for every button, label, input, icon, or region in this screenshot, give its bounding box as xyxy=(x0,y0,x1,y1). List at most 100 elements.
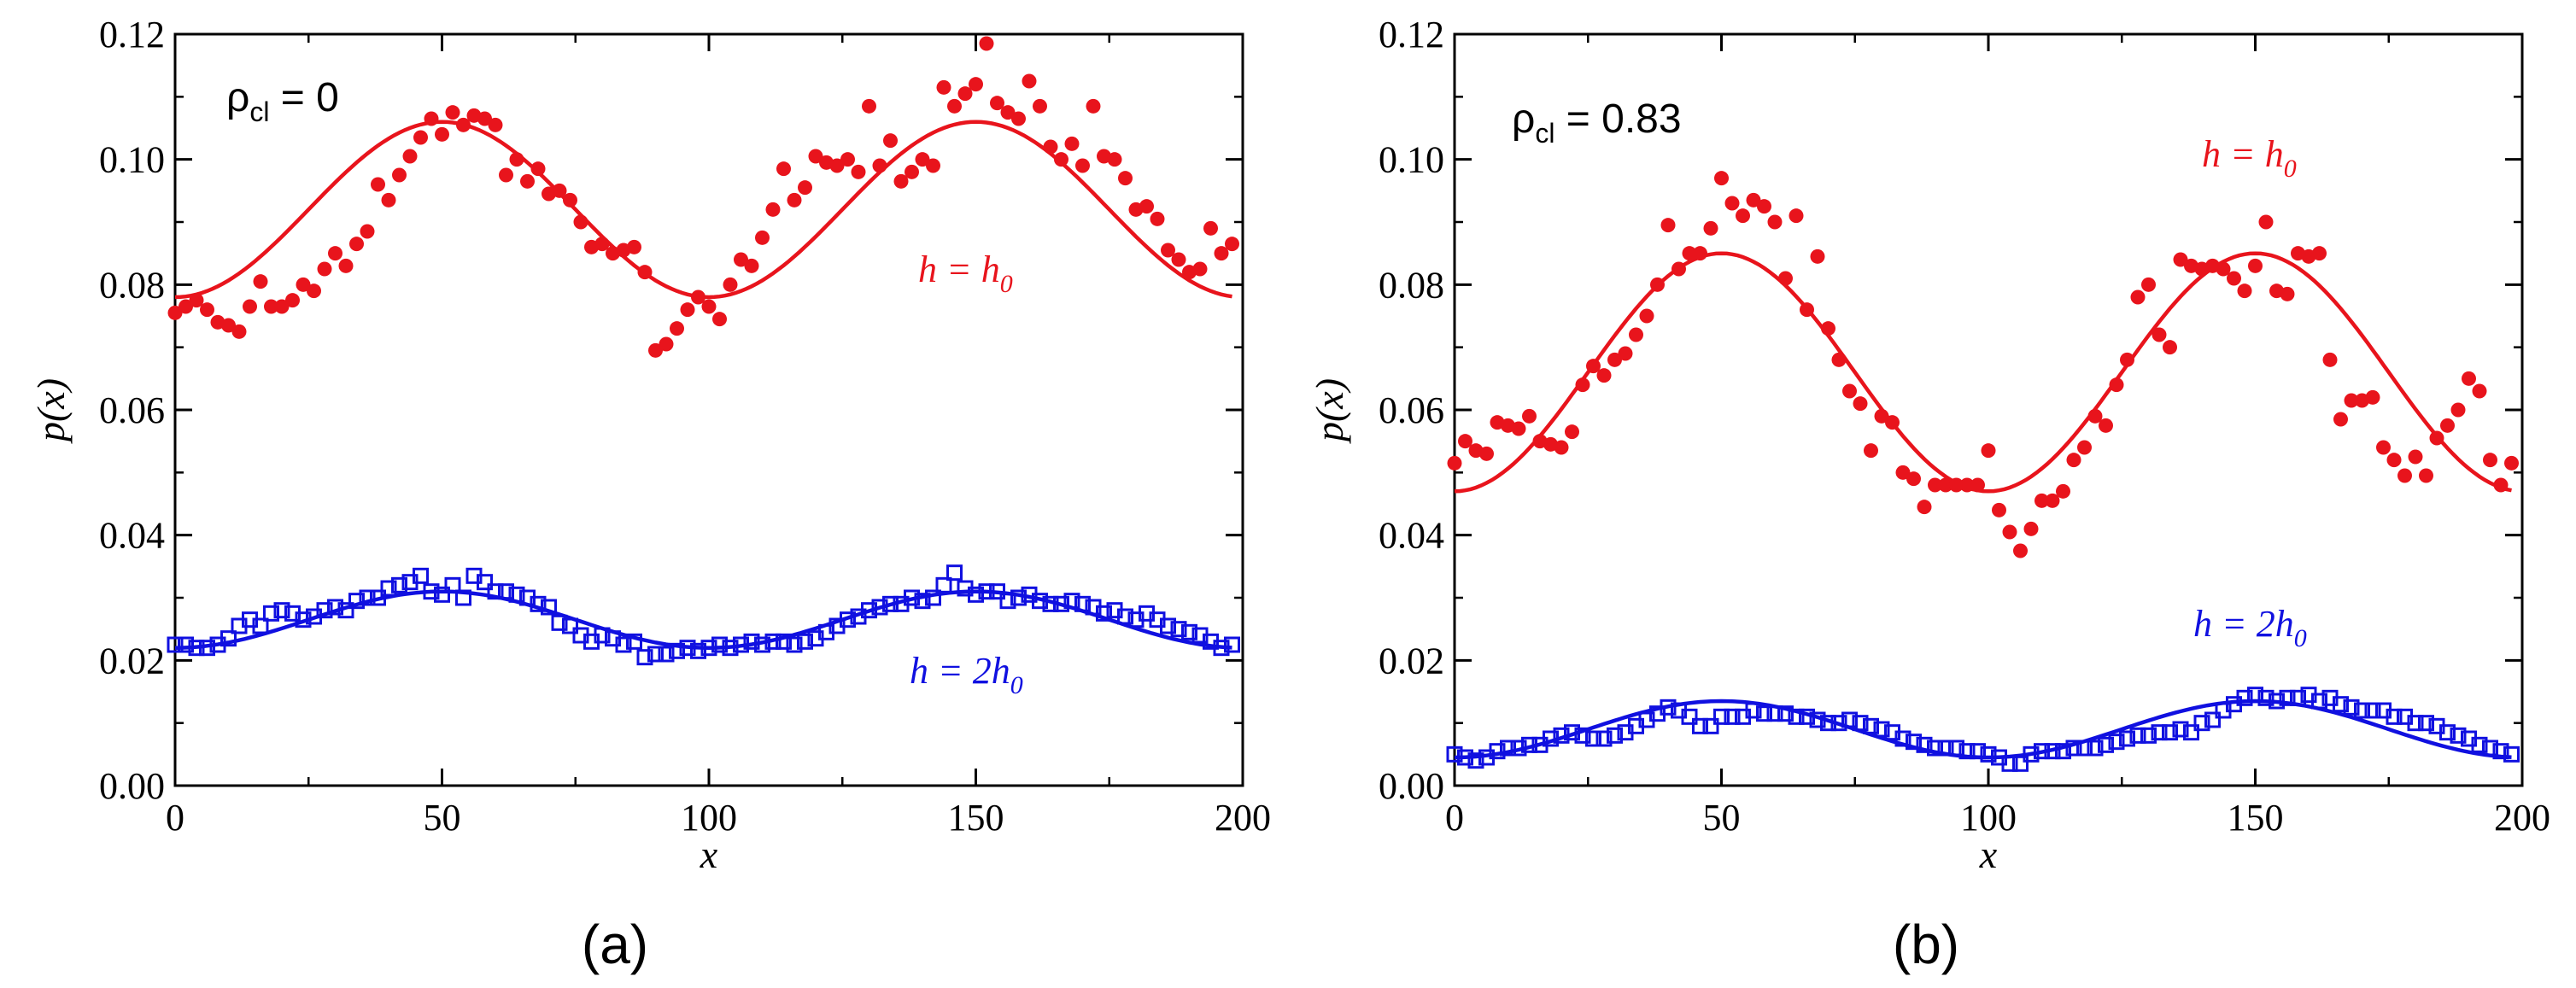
data-point-h0 xyxy=(2248,258,2263,273)
data-point-2h0 xyxy=(1553,727,1570,744)
data-point-2h0 xyxy=(690,642,706,659)
data-point-2h0 xyxy=(2183,724,2199,741)
data-point-2h0 xyxy=(904,589,920,606)
data-point-h0 xyxy=(2077,440,2092,455)
data-point-h0 xyxy=(979,36,994,51)
data-point-h0 xyxy=(2056,483,2070,499)
data-point-2h0 xyxy=(1916,736,1933,753)
data-point-2h0 xyxy=(1010,589,1027,606)
data-point-2h0 xyxy=(1660,699,1677,716)
data-point-h0 xyxy=(328,246,342,261)
data-point-2h0 xyxy=(2279,689,2296,706)
data-point-h0 xyxy=(1011,111,1026,126)
data-point-2h0 xyxy=(1830,715,1847,732)
y-tick-label: 0.08 xyxy=(99,264,165,306)
x-tick-label: 200 xyxy=(1215,797,1271,839)
data-point-h0 xyxy=(1917,500,1932,515)
data-point-h0 xyxy=(1746,192,1761,208)
data-point-2h0 xyxy=(764,633,782,650)
data-point-h0 xyxy=(1139,199,1154,214)
data-point-2h0 xyxy=(2386,708,2403,725)
data-point-h0 xyxy=(1447,455,1462,471)
data-point-h0 xyxy=(2312,246,2327,261)
data-point-h0 xyxy=(701,299,717,314)
data-point-h0 xyxy=(1724,196,1740,211)
panel-label-a: (a) xyxy=(582,914,648,975)
data-point-h0 xyxy=(1757,199,1771,214)
data-point-h0 xyxy=(2130,289,2146,305)
data-point-2h0 xyxy=(711,636,728,653)
data-point-2h0 xyxy=(2023,745,2040,763)
data-point-h0 xyxy=(338,258,354,273)
data-point-2h0 xyxy=(1510,740,1527,757)
series-label-h0-main: h = h xyxy=(918,248,1000,290)
data-point-h0 xyxy=(680,302,695,318)
data-point-2h0 xyxy=(477,574,493,591)
data-point-h0 xyxy=(488,117,503,132)
data-point-2h0 xyxy=(1777,705,1794,722)
data-point-h0 xyxy=(1522,408,1537,424)
data-point-2h0 xyxy=(1595,730,1613,747)
x-axis-title: x xyxy=(1979,833,1998,876)
data-point-2h0 xyxy=(1096,605,1112,622)
data-point-h0 xyxy=(200,302,214,318)
data-point-2h0 xyxy=(1702,717,1719,734)
data-point-h0 xyxy=(1874,408,1889,424)
data-point-2h0 xyxy=(2119,730,2135,747)
data-point-2h0 xyxy=(1224,636,1240,653)
data-point-2h0 xyxy=(1446,745,1463,763)
data-point-h0 xyxy=(969,77,983,92)
data-point-2h0 xyxy=(840,611,856,628)
data-point-2h0 xyxy=(1032,593,1048,610)
data-point-2h0 xyxy=(1788,708,1805,725)
data-point-2h0 xyxy=(626,633,642,650)
data-point-2h0 xyxy=(871,599,888,616)
data-point-2h0 xyxy=(295,611,312,628)
data-point-2h0 xyxy=(273,602,290,619)
data-point-h0 xyxy=(1161,243,1175,258)
y-tick-label: 0.08 xyxy=(1379,264,1444,306)
data-point-h0 xyxy=(862,98,876,114)
data-point-h0 xyxy=(905,164,919,179)
data-point-2h0 xyxy=(487,583,504,600)
series-label-2h0: h = 2h0 xyxy=(2193,603,2307,652)
data-point-h0 xyxy=(1118,171,1133,186)
data-point-h0 xyxy=(1703,220,1718,236)
data-point-h0 xyxy=(2504,455,2519,471)
data-point-h0 xyxy=(392,167,407,183)
data-point-2h0 xyxy=(2065,740,2082,757)
data-point-2h0 xyxy=(1607,727,1623,744)
data-point-2h0 xyxy=(370,589,386,606)
data-point-2h0 xyxy=(776,633,792,650)
data-point-2h0 xyxy=(1970,743,1986,760)
y-tick-label: 0.00 xyxy=(99,765,165,807)
data-point-h0 xyxy=(1789,208,1804,224)
data-point-2h0 xyxy=(733,636,749,653)
x-tick-label: 0 xyxy=(1445,797,1464,839)
data-point-h0 xyxy=(883,133,898,149)
data-point-h0 xyxy=(2376,440,2391,455)
y-tick-label: 0.06 xyxy=(1379,389,1444,431)
data-point-2h0 xyxy=(647,646,664,663)
data-point-h0 xyxy=(1821,321,1835,336)
data-point-2h0 xyxy=(2364,702,2381,719)
y-tick-label: 0.04 xyxy=(99,515,165,557)
x-tick-label: 200 xyxy=(2494,797,2550,839)
data-point-2h0 xyxy=(359,589,376,606)
data-point-2h0 xyxy=(2311,693,2327,710)
data-point-h0 xyxy=(648,342,663,358)
data-point-h0 xyxy=(296,277,311,292)
data-point-h0 xyxy=(381,192,396,208)
data-point-h0 xyxy=(253,274,268,289)
data-point-2h0 xyxy=(1681,708,1698,725)
data-point-h0 xyxy=(670,321,684,336)
data-point-2h0 xyxy=(498,583,514,600)
data-point-h0 xyxy=(1895,465,1911,480)
data-point-h0 xyxy=(637,265,653,280)
data-point-h0 xyxy=(691,289,705,305)
data-point-2h0 xyxy=(1958,743,1976,760)
data-point-2h0 xyxy=(380,580,397,597)
data-point-2h0 xyxy=(1906,734,1922,751)
data-point-h0 xyxy=(456,117,471,132)
data-point-h0 xyxy=(349,237,364,252)
